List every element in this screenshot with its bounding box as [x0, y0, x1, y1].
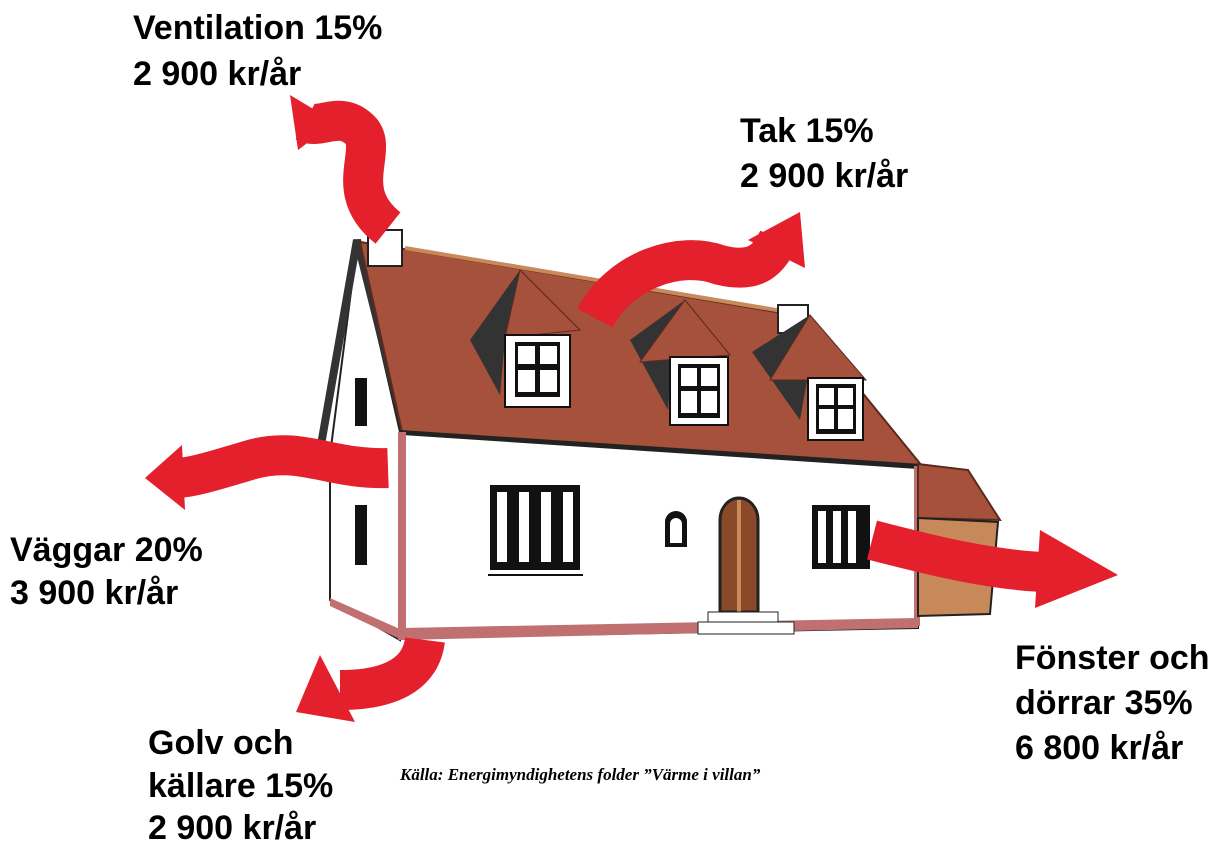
- arrow-walls: [175, 455, 388, 478]
- garage-roof: [918, 464, 1000, 520]
- arrow-floor: [340, 640, 425, 690]
- gable-window: [355, 378, 367, 426]
- corner-trim: [398, 432, 406, 640]
- label: källare 15%: [148, 767, 333, 805]
- step: [698, 622, 794, 634]
- label: Ventilation 15%: [133, 9, 382, 47]
- gable-window: [355, 505, 367, 565]
- label: 2 900 kr/år: [133, 55, 301, 93]
- label: Tak 15%: [740, 112, 874, 150]
- window: [812, 505, 870, 569]
- arrow-walls: [145, 445, 185, 510]
- label: dörrar 35%: [1015, 684, 1193, 722]
- label: Väggar 20%: [10, 531, 203, 569]
- small-window: [670, 518, 682, 543]
- label: 3 900 kr/år: [10, 574, 178, 612]
- label: Fönster och: [1015, 639, 1210, 677]
- arrow-windows: [1035, 530, 1118, 608]
- window: [488, 485, 583, 575]
- label: 2 900 kr/år: [740, 157, 908, 195]
- arrow-ventilation: [305, 121, 388, 228]
- step: [708, 612, 778, 622]
- label: 2 900 kr/år: [148, 809, 316, 845]
- label: 6 800 kr/år: [1015, 729, 1183, 767]
- label: Golv och: [148, 724, 293, 762]
- illustration: Ventilation 15% 2 900 kr/år Tak 15% 2 90…: [0, 0, 1227, 845]
- arrow-windows: [872, 540, 1045, 572]
- source: Källa: Energimyndighetens folder ”Värme …: [399, 765, 761, 784]
